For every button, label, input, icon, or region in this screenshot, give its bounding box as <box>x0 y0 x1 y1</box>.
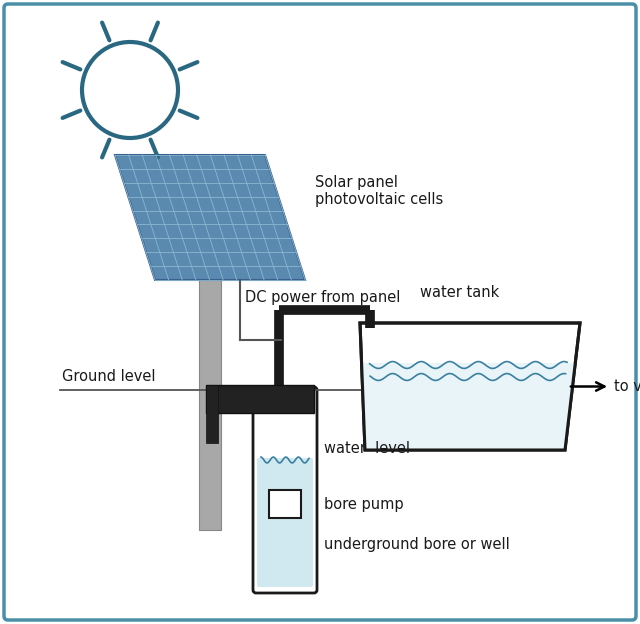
Circle shape <box>82 42 178 138</box>
Text: to village: to village <box>614 379 640 394</box>
Bar <box>199 155 221 530</box>
Text: bore pump: bore pump <box>324 497 404 512</box>
Polygon shape <box>362 363 575 450</box>
Text: underground bore or well: underground bore or well <box>324 537 509 552</box>
Bar <box>206 385 218 443</box>
FancyBboxPatch shape <box>4 4 636 620</box>
Text: water tank: water tank <box>420 285 500 300</box>
Polygon shape <box>360 323 580 450</box>
Text: Ground level: Ground level <box>62 369 156 384</box>
Text: water  level: water level <box>324 441 410 456</box>
Bar <box>269 490 301 518</box>
Bar <box>206 385 314 413</box>
FancyBboxPatch shape <box>253 387 317 593</box>
Text: Solar panel
photovoltaic cells: Solar panel photovoltaic cells <box>315 175 444 207</box>
Text: DC power from panel: DC power from panel <box>245 290 401 305</box>
Polygon shape <box>115 155 305 280</box>
FancyBboxPatch shape <box>257 458 313 587</box>
